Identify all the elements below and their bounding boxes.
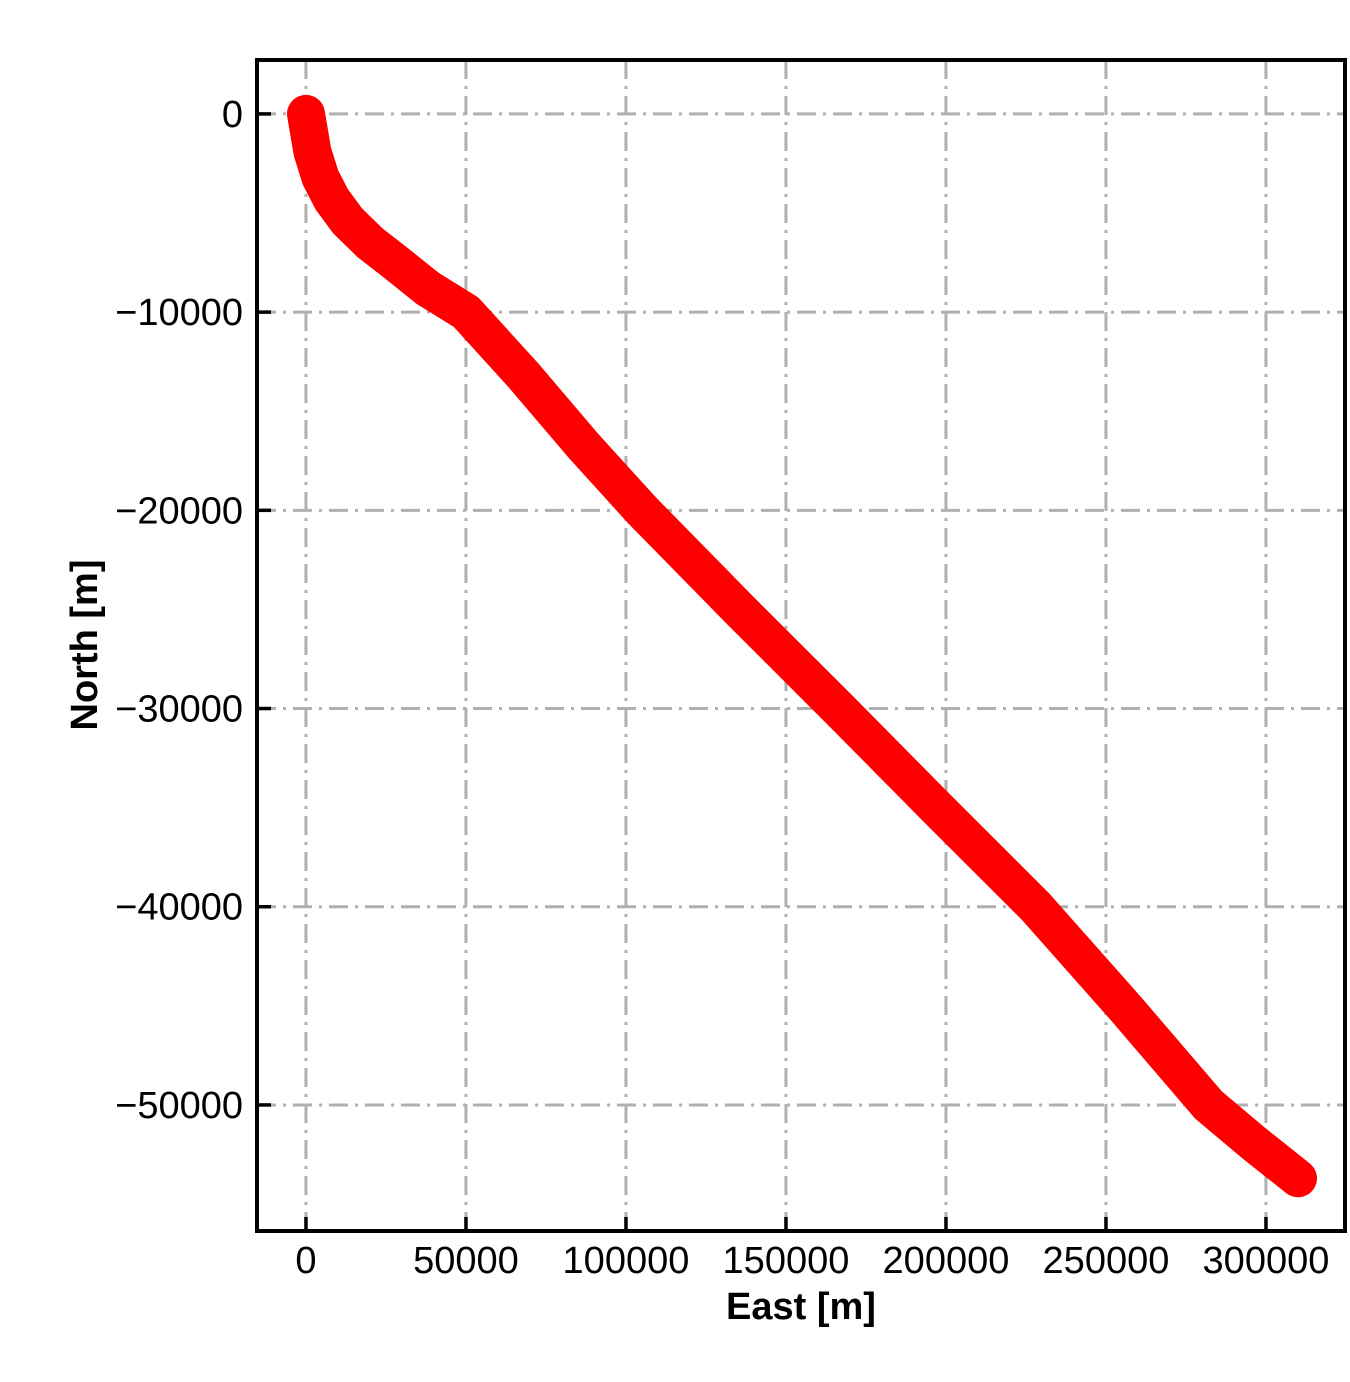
x-tick-label: 300000 [1203, 1240, 1330, 1282]
x-tick-label: 50000 [413, 1240, 519, 1282]
y-tick-label: −10000 [115, 292, 243, 334]
trajectory-chart: 0 50000 100000 150000 200000 250000 300000 0 −10… [64, 58, 1347, 1328]
y-axis-label: North [m] [64, 560, 106, 731]
trajectory-figure: 0 50000 100000 150000 200000 250000 300000 0 −10… [40, 16, 1350, 1366]
y-tick-label: 0 [222, 94, 243, 136]
y-tick-label: −40000 [115, 887, 243, 929]
x-tick-label: 150000 [723, 1240, 850, 1282]
y-tick-label: −20000 [115, 490, 243, 532]
x-tick-label: 200000 [883, 1240, 1010, 1282]
grid-layer [257, 60, 1345, 1231]
x-tick-label: 100000 [563, 1240, 690, 1282]
x-tick-label: 250000 [1043, 1240, 1170, 1282]
series-layer [287, 94, 1317, 1198]
y-tick-label: −30000 [115, 689, 243, 731]
axes-layer: 0 50000 100000 150000 200000 250000 300000 0 −10… [115, 58, 1347, 1282]
y-tick-label: −50000 [115, 1085, 243, 1127]
x-tick-label: 0 [295, 1240, 316, 1282]
trajectory-line [287, 94, 1317, 1198]
axes-spines [255, 58, 1347, 1233]
x-axis-label: East [m] [726, 1286, 876, 1328]
